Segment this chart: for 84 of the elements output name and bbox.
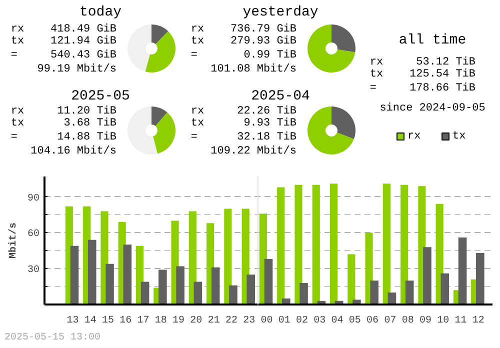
text: all time [398, 32, 466, 48]
bar [188, 211, 196, 304]
x-tick-label: 20 [190, 316, 202, 326]
y-axis-title: Mbit/s [8, 222, 20, 259]
x-tick-label: 22 [225, 316, 238, 326]
bar [88, 240, 96, 304]
text: tx 9.93 TiB [190, 118, 297, 130]
x-tick-label: 04 [331, 316, 344, 326]
x-tick-label: 14 [84, 316, 96, 326]
x-tick-label: 00 [260, 316, 273, 326]
bar [458, 238, 467, 304]
bar [229, 285, 238, 304]
text: 101.08 Mbit/s [210, 64, 297, 76]
bar [476, 253, 484, 304]
x-tick-label: 17 [137, 316, 150, 326]
text: 109.22 Mbit/s [210, 146, 297, 158]
bar [405, 280, 414, 304]
chart-title: yesterday [242, 4, 318, 20]
text: = 14.88 TiB [10, 132, 117, 144]
text: 104.16 Mbit/s [30, 146, 117, 158]
bar [277, 187, 285, 304]
text: 99.19 Mbit/s [37, 64, 117, 76]
y-tick-label: 60 [28, 229, 40, 240]
text: 2025-05-15 13:00 [4, 332, 101, 344]
x-tick-label: 23 [243, 316, 256, 326]
text: rx 736.79 GiB [190, 24, 297, 36]
x-tick-label: 03 [314, 316, 326, 326]
bar [211, 267, 220, 304]
x-tick-label: 02 [296, 316, 308, 326]
bar [382, 184, 390, 304]
bar [106, 264, 114, 304]
bar [158, 270, 167, 304]
chart-title: today [79, 4, 122, 20]
text: tx 3.68 TiB [10, 118, 117, 130]
text: = 178.66 TiB [370, 82, 476, 94]
bar [123, 244, 132, 304]
x-tick-label: 07 [384, 316, 396, 326]
bar [400, 184, 408, 304]
legend-label: tx [452, 130, 466, 142]
chart-title: 2025-04 [251, 88, 310, 104]
bar [176, 266, 184, 304]
text: rx 53.12 TiB [370, 56, 476, 68]
bar [194, 282, 202, 304]
bar [264, 259, 273, 304]
bar [294, 184, 302, 304]
x-tick-label: 05 [348, 316, 361, 326]
y-tick-label: 90 [28, 193, 40, 204]
bar [440, 273, 450, 304]
x-tick-label: 10 [437, 316, 450, 326]
x-tick-label: 18 [154, 316, 167, 326]
bar [300, 282, 308, 304]
x-tick-label: 16 [120, 316, 132, 326]
text: tx 121.94 GiB [10, 36, 117, 48]
chart-title: 2025-05 [71, 88, 130, 104]
x-tick-label: 19 [172, 316, 185, 326]
text: = 540.43 GiB [10, 50, 117, 62]
x-tick-label: 06 [366, 316, 379, 326]
x-tick-label: 12 [472, 316, 484, 326]
bar [140, 282, 150, 304]
text: rx 22.26 TiB [190, 106, 297, 118]
text: tx 279.93 GiB [190, 36, 297, 48]
bar [312, 184, 320, 304]
x-tick-label: 09 [419, 316, 432, 326]
bar [246, 274, 256, 304]
x-tick-label: 08 [402, 316, 414, 326]
text: since 2024-09-05 [380, 102, 486, 114]
bar [348, 254, 356, 304]
bar [370, 280, 378, 304]
legend-label: rx [408, 130, 422, 142]
x-tick-label: 01 [278, 316, 290, 326]
text: rx 418.49 GiB [10, 24, 117, 36]
text: tx 125.54 TiB [370, 68, 476, 80]
bar [224, 208, 232, 304]
text: = 0.99 TiB [190, 50, 297, 62]
x-tick-label: 11 [454, 316, 467, 326]
text: = 32.18 TiB [190, 132, 297, 144]
bar [70, 246, 79, 304]
x-tick-label: 13 [66, 316, 79, 326]
bar [423, 247, 432, 304]
x-tick-label: 15 [102, 316, 114, 326]
x-tick-label: 21 [208, 316, 220, 326]
text: rx 11.20 TiB [10, 106, 117, 118]
y-tick-label: 30 [28, 265, 40, 276]
bar [330, 184, 338, 304]
